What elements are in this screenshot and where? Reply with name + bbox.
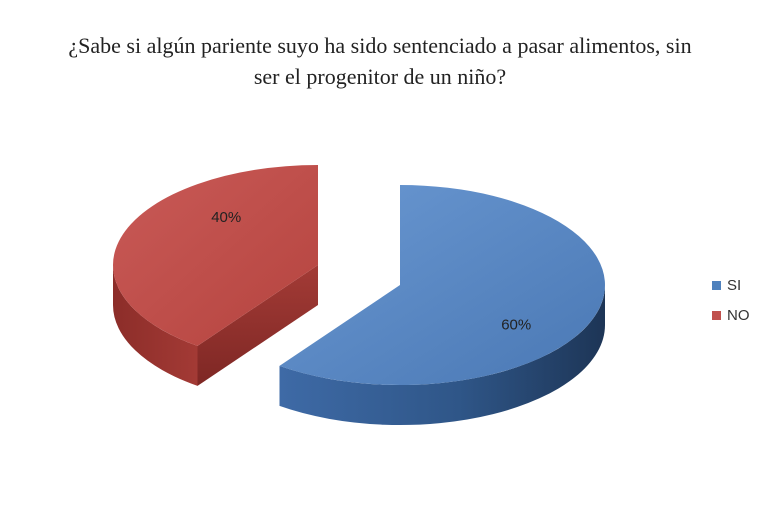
legend-item-no: NO	[712, 300, 750, 330]
pie-slice-si	[279, 185, 606, 386]
legend-swatch-si	[712, 280, 721, 290]
pie-side-no	[112, 265, 198, 386]
legend-swatch-no	[712, 310, 721, 320]
legend-item-si: SI	[712, 270, 750, 300]
pie-cut-no	[197, 265, 318, 386]
data-label-si: 60%	[501, 316, 531, 333]
pie-side-si	[279, 285, 605, 426]
legend-label-no: NO	[727, 306, 750, 324]
chart-title: ¿Sabe si algún pariente suyo ha sido sen…	[68, 33, 692, 89]
pie-slice-no	[113, 165, 318, 346]
legend: SI NO	[712, 270, 750, 330]
data-label-no: 40%	[211, 209, 241, 226]
legend-label-si: SI	[727, 276, 742, 294]
